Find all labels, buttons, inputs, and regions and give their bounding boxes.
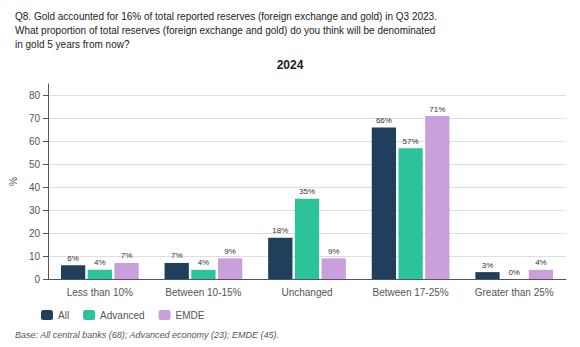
svg-text:6%: 6% xyxy=(67,254,79,263)
svg-text:9%: 9% xyxy=(224,247,236,256)
svg-text:80: 80 xyxy=(29,90,41,101)
svg-text:Between 10-15%: Between 10-15% xyxy=(165,287,241,298)
svg-text:66%: 66% xyxy=(376,116,392,125)
svg-text:60: 60 xyxy=(29,136,41,147)
svg-text:71%: 71% xyxy=(429,105,445,114)
svg-text:3%: 3% xyxy=(482,261,494,270)
svg-text:Advanced: Advanced xyxy=(100,310,144,321)
svg-text:Between 17-25%: Between 17-25% xyxy=(373,287,449,298)
svg-text:7%: 7% xyxy=(121,251,133,260)
svg-text:All: All xyxy=(58,310,69,321)
svg-text:Greater than 25%: Greater than 25% xyxy=(475,287,554,298)
svg-text:Less than 10%: Less than 10% xyxy=(67,287,133,298)
svg-text:%: % xyxy=(8,177,19,186)
svg-text:7%: 7% xyxy=(171,251,183,260)
svg-text:70: 70 xyxy=(29,113,41,124)
svg-text:Unchanged: Unchanged xyxy=(281,287,332,298)
svg-text:18%: 18% xyxy=(272,226,288,235)
svg-text:in gold 5 years from now?: in gold 5 years from now? xyxy=(15,39,130,50)
svg-text:What proportion of total reser: What proportion of total reserves (forei… xyxy=(15,25,435,36)
svg-text:35%: 35% xyxy=(299,187,315,196)
svg-text:50: 50 xyxy=(29,159,41,170)
svg-text:4%: 4% xyxy=(94,258,106,267)
svg-text:4%: 4% xyxy=(198,258,210,267)
svg-text:4%: 4% xyxy=(535,258,547,267)
svg-text:20: 20 xyxy=(29,228,41,239)
svg-text:40: 40 xyxy=(29,182,41,193)
svg-text:57%: 57% xyxy=(403,137,419,146)
svg-text:Base: All central banks (68);: Base: All central banks (68); Advanced e… xyxy=(15,330,279,340)
svg-text:Q8. Gold accounted for 16% of: Q8. Gold accounted for 16% of total repo… xyxy=(15,11,437,22)
svg-text:0: 0 xyxy=(34,274,40,285)
svg-text:10: 10 xyxy=(29,251,41,262)
svg-text:9%: 9% xyxy=(328,247,340,256)
svg-text:30: 30 xyxy=(29,205,41,216)
svg-text:EMDE: EMDE xyxy=(176,310,205,321)
svg-text:2024: 2024 xyxy=(277,58,304,72)
svg-text:0%: 0% xyxy=(508,268,520,277)
